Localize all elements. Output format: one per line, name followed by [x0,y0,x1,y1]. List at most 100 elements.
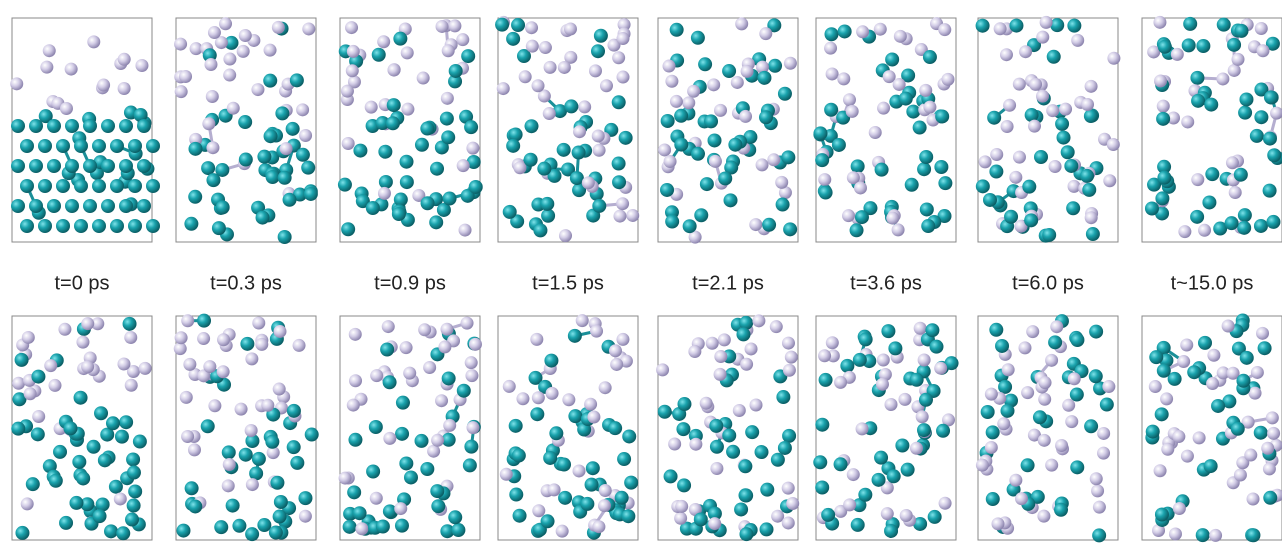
atom [29,199,43,213]
atom [615,491,629,505]
atom [599,381,612,394]
atom [1040,16,1053,29]
atom [1102,380,1115,393]
atom [714,368,727,381]
atom [110,139,124,153]
atom [564,22,577,35]
atom [573,125,586,138]
atom [1206,377,1219,390]
atom [261,399,274,412]
atom [1059,103,1072,116]
atom [216,200,230,214]
atom [818,349,831,362]
atom [239,448,253,462]
atom [939,497,952,510]
atom [378,187,391,200]
atom [687,85,700,98]
atom [1238,208,1252,222]
atom [549,426,563,440]
time-label: t~15.0 ps [1171,272,1254,294]
atom [979,155,992,168]
atom [293,339,306,352]
atom [126,452,140,466]
atom [910,442,923,455]
atom [525,21,538,34]
atom [537,162,551,176]
atom [49,379,62,392]
atom [775,176,788,189]
atom [1149,350,1163,364]
atom [1196,39,1210,53]
atom [539,41,552,54]
atom [741,65,754,78]
atom [206,90,219,103]
atom [1003,99,1016,112]
atom [859,332,873,346]
atom [183,358,196,371]
atom [1047,50,1061,64]
atom [921,219,935,233]
atom [118,53,131,66]
atom [512,449,526,463]
atom [101,199,115,213]
atom [983,193,997,207]
atom [624,476,638,490]
atom [56,219,70,233]
atom [997,417,1010,430]
atom [101,119,115,133]
atom [1009,171,1022,184]
atom [1198,336,1212,350]
atom [26,477,40,491]
atom [856,422,869,435]
atom [942,73,955,86]
atom [1070,388,1084,402]
atom [349,328,362,341]
snapshot-panel [656,314,799,541]
atom [1045,459,1058,472]
atom [219,17,232,30]
atom [1009,474,1022,487]
atom [497,82,510,95]
atom [223,69,236,82]
atom [380,342,394,356]
atom [174,38,187,51]
atom [570,171,584,185]
snapshot-panel [658,17,798,243]
atom [202,117,215,130]
atom [700,177,714,191]
atom [920,202,934,216]
atom [1266,411,1279,424]
atom [403,367,416,380]
atom [415,138,429,152]
atom [1190,210,1204,224]
atom [1021,386,1034,399]
atom [392,207,406,221]
atom [760,483,774,497]
atom [1191,173,1204,186]
atom [656,363,669,376]
atom [87,35,100,48]
atom [1226,156,1239,169]
atom [987,111,1001,125]
atom [98,453,112,467]
atom [201,161,215,175]
atom [869,126,882,139]
atom [1107,138,1120,151]
atom [223,458,236,471]
atom [124,331,137,344]
atom [1182,38,1196,52]
atom [1183,17,1197,31]
atom [264,129,278,143]
atom [923,50,937,64]
atom [1209,529,1222,542]
atom [674,512,687,525]
atom [616,197,629,210]
atom [184,217,198,231]
atom [770,320,783,333]
atom [22,331,35,344]
atom [290,456,304,470]
time-label: t=1.5 ps [532,272,604,294]
atom [1021,458,1035,472]
atom [665,215,679,229]
atom [1000,404,1014,418]
